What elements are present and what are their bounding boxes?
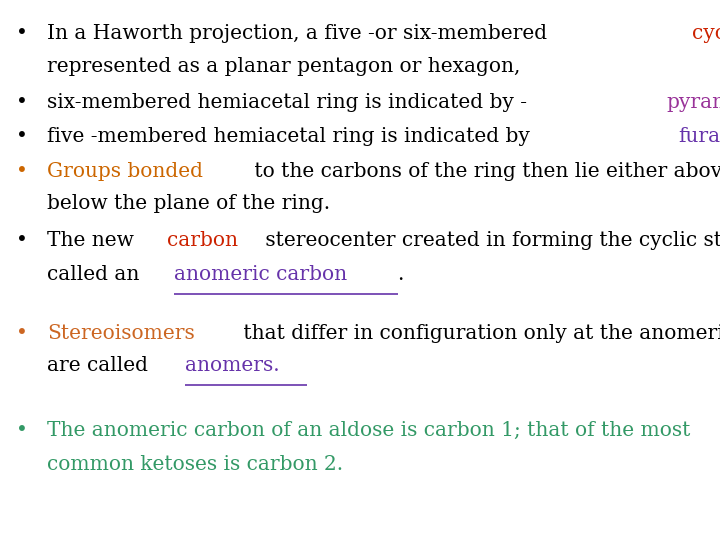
Text: The anomeric carbon of an aldose is carbon 1; that of the most: The anomeric carbon of an aldose is carb…	[47, 421, 690, 440]
Text: In a Haworth projection, a five -or six-membered: In a Haworth projection, a five -or six-…	[47, 24, 547, 43]
Text: are called: are called	[47, 356, 154, 375]
Text: The new: The new	[47, 231, 140, 250]
Text: •: •	[16, 421, 27, 440]
Text: •: •	[16, 24, 27, 43]
Text: stereocenter created in forming the cyclic structure is: stereocenter created in forming the cycl…	[258, 231, 720, 250]
Text: five -membered hemiacetal ring is indicated by: five -membered hemiacetal ring is indica…	[47, 127, 536, 146]
Text: carbon: carbon	[167, 231, 238, 250]
Text: below the plane of the ring.: below the plane of the ring.	[47, 194, 330, 213]
Text: that differ in configuration only at the anomeric carbon: that differ in configuration only at the…	[238, 324, 720, 343]
Text: anomers.: anomers.	[185, 356, 280, 375]
Text: to the carbons of the ring then lie either above or: to the carbons of the ring then lie eith…	[248, 162, 720, 181]
Text: Stereoisomers: Stereoisomers	[47, 324, 194, 343]
Text: common ketoses is carbon 2.: common ketoses is carbon 2.	[47, 455, 343, 474]
Text: six-membered hemiacetal ring is indicated by -: six-membered hemiacetal ring is indicate…	[47, 93, 527, 112]
Text: •: •	[16, 231, 27, 250]
Text: furan-: furan-	[678, 127, 720, 146]
Text: •: •	[16, 162, 27, 181]
Text: pyran-: pyran-	[666, 93, 720, 112]
Text: anomeric carbon: anomeric carbon	[174, 265, 347, 284]
Text: .: .	[397, 265, 404, 284]
Text: cyclic hemiacetal: cyclic hemiacetal	[692, 24, 720, 43]
Text: called an: called an	[47, 265, 145, 284]
Text: •: •	[16, 127, 27, 146]
Text: •: •	[16, 324, 27, 343]
Text: Groups bonded: Groups bonded	[47, 162, 203, 181]
Text: represented as a planar pentagon or hexagon,: represented as a planar pentagon or hexa…	[47, 57, 520, 76]
Text: •: •	[16, 93, 27, 112]
